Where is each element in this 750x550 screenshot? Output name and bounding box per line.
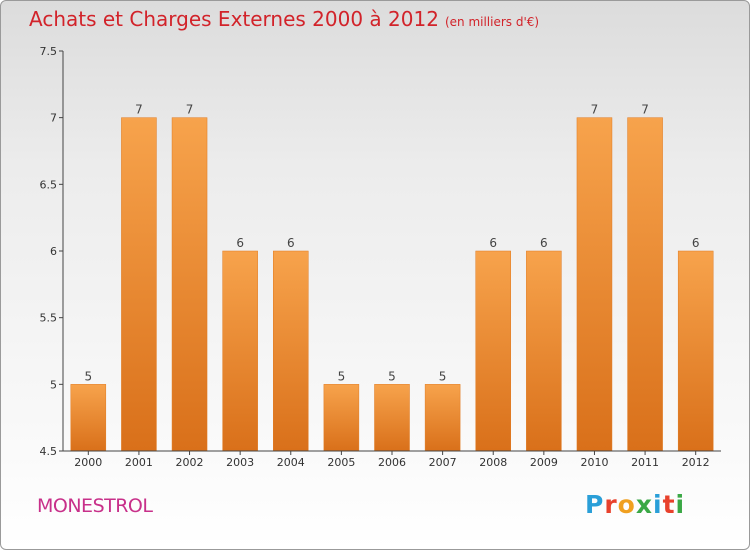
- x-tick-label-2000: 2000: [74, 456, 102, 469]
- bar-2004: [273, 250, 309, 452]
- bars-layer: [70, 117, 714, 452]
- value-label-2004: 6: [287, 236, 295, 250]
- y-tick-label: 5: [50, 378, 57, 391]
- value-label-2000: 5: [84, 369, 92, 383]
- labels-layer: 5 2000 7 2001 7 2002 6 2003 6 2004 5 2005 5 2006 5 2007…: [40, 45, 710, 469]
- x-tick-label-2009: 2009: [530, 456, 558, 469]
- chart-subtitle: (en milliers d'€): [444, 15, 540, 29]
- value-label-2001: 7: [135, 103, 143, 117]
- proxiti-logo: Proxiti: [585, 490, 685, 519]
- y-tick-label: 4.5: [40, 445, 58, 458]
- value-label-2005: 5: [338, 369, 346, 383]
- x-tick-label-2011: 2011: [631, 456, 659, 469]
- value-label-2010: 7: [591, 103, 599, 117]
- y-tick-label: 7: [50, 112, 57, 125]
- y-tick-label: 5.5: [40, 312, 58, 325]
- bar-2000: [70, 384, 107, 452]
- bar-2008: [475, 250, 511, 452]
- bar-2010: [576, 117, 613, 452]
- x-tick-label-2007: 2007: [429, 456, 457, 469]
- bar-2002: [171, 117, 208, 452]
- axes-layer: [59, 50, 721, 455]
- logo-letter: r: [604, 490, 618, 519]
- y-tick-label: 6.5: [40, 178, 58, 191]
- x-tick-label-2005: 2005: [327, 456, 355, 469]
- y-tick-label: 7.5: [40, 45, 58, 58]
- bar-2007: [424, 384, 461, 452]
- logo-letter: t: [662, 490, 676, 519]
- bar-2001: [121, 117, 157, 452]
- logo-letter: o: [617, 490, 636, 519]
- bar-2012: [677, 250, 714, 452]
- x-tick-label-2010: 2010: [580, 456, 608, 469]
- y-tick-label: 6: [50, 245, 57, 258]
- value-label-2011: 7: [641, 103, 649, 117]
- x-tick-label-2006: 2006: [378, 456, 406, 469]
- bar-2006: [374, 384, 410, 452]
- x-tick-label-2001: 2001: [125, 456, 153, 469]
- value-label-2007: 5: [439, 369, 447, 383]
- value-label-2012: 6: [692, 236, 700, 250]
- value-label-2006: 5: [388, 369, 396, 383]
- chart-title-text: Achats et Charges Externes 2000 à 2012: [29, 7, 439, 31]
- x-tick-label-2012: 2012: [682, 456, 710, 469]
- x-tick-label-2003: 2003: [226, 456, 254, 469]
- logo-letter: P: [585, 490, 605, 519]
- chart-title: Achats et Charges Externes 2000 à 2012 (e…: [29, 7, 539, 31]
- logo-letter: x: [635, 490, 653, 519]
- bar-2003: [222, 250, 258, 452]
- commune-name: MONESTROL: [37, 495, 153, 517]
- x-tick-label-2004: 2004: [277, 456, 305, 469]
- value-label-2009: 6: [540, 236, 548, 250]
- bar-2005: [323, 384, 360, 452]
- x-tick-label-2008: 2008: [479, 456, 507, 469]
- value-label-2002: 7: [186, 103, 194, 117]
- bar-2011: [627, 117, 663, 452]
- x-tick-label-2002: 2002: [176, 456, 204, 469]
- bar-2009: [526, 250, 562, 452]
- value-label-2003: 6: [236, 236, 244, 250]
- logo-letter: i: [675, 490, 686, 519]
- logo-letter: i: [653, 490, 663, 519]
- value-label-2008: 6: [489, 236, 497, 250]
